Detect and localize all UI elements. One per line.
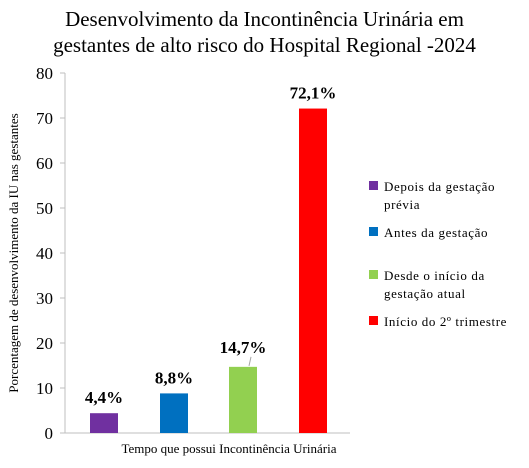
chart-title-line-1: Desenvolvimento da Incontinência Urinári… [65,7,464,31]
y-tick-label: 30 [36,289,53,308]
bar [160,393,188,433]
legend-entry-text: Depois da gestação [384,179,495,194]
legend-swatch [369,181,378,190]
x-axis-label: Tempo que possui Incontinência Urinária [122,441,337,456]
legend-entry-text: Desde o início da [384,268,485,283]
chart-title-line-2: gestantes de alto risco do Hospital Regi… [53,33,476,57]
y-tick-label: 20 [36,334,53,353]
bar [299,108,327,434]
bar [90,413,118,433]
legend-swatch [369,227,378,236]
legend-swatch [369,316,378,325]
bar [229,366,257,433]
chart-title: Desenvolvimento da Incontinência Urinári… [0,6,529,58]
legend-entry-text: Antes da gestação [384,225,488,240]
data-label: 72,1% [290,84,337,103]
y-tick-label: 10 [36,379,53,398]
data-label-leader [248,356,252,366]
data-label: 8,8% [155,368,193,387]
y-tick-label: 80 [36,64,53,83]
y-tick-label: 70 [36,109,53,128]
data-label: 14,7% [220,338,267,357]
y-tick-label: 50 [36,199,53,218]
legend-entry-text: prévia [384,197,420,212]
data-label: 4,4% [85,388,123,407]
legend-swatch [369,270,378,279]
y-tick-label: 0 [45,424,54,443]
y-tick-label: 60 [36,154,53,173]
legend-entry-text: Início do 2º trimestre [384,314,507,329]
legend-entry-text: gestação atual [384,286,466,301]
y-axis-label: Porcentagem de desenvolvimento da IU nas… [6,113,21,392]
y-tick-label: 40 [36,244,53,263]
